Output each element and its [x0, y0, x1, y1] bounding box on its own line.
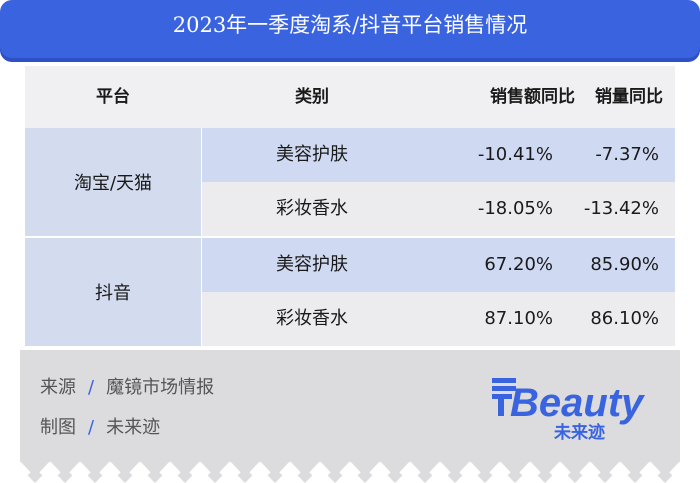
separator: / — [88, 377, 95, 398]
sales-yoy-cell: 87.10% — [484, 308, 553, 329]
volume-yoy-cell: -13.42% — [583, 198, 659, 219]
fbeauty-logo: Beauty 未来迹 — [492, 378, 645, 442]
table-row — [202, 292, 675, 346]
platform-cell-taobao: 淘宝/天猫 — [25, 128, 201, 236]
chart-credit-line: 制图 / 未来迹 — [40, 413, 160, 439]
platform-label: 抖音 — [95, 283, 131, 304]
category-cell: 彩妆香水 — [276, 308, 348, 329]
source-value: 魔镜市场情报 — [106, 377, 215, 398]
source-line: 来源 / 魔镜市场情报 — [40, 373, 214, 399]
zigzag-fill — [20, 455, 680, 477]
table-row — [202, 182, 675, 236]
header-category: 类别 — [295, 87, 329, 107]
sales-yoy-cell: 67.20% — [484, 254, 553, 275]
source-label: 来源 — [40, 377, 76, 398]
platform-cell-douyin: 抖音 — [25, 238, 201, 346]
sales-yoy-cell: -10.41% — [477, 144, 553, 165]
sales-yoy-cell: -18.05% — [477, 198, 553, 219]
chart-value: 未来迹 — [106, 417, 161, 438]
category-cell: 美容护肤 — [276, 144, 348, 165]
header-platform: 平台 — [96, 87, 130, 107]
header-volume-yoy: 销量同比 — [595, 87, 663, 107]
volume-yoy-cell: 85.90% — [590, 254, 659, 275]
platform-label: 淘宝/天猫 — [73, 173, 153, 194]
volume-yoy-cell: -7.37% — [595, 144, 659, 165]
table-header-row — [25, 66, 675, 128]
header-sales-yoy: 销售额同比 — [490, 87, 575, 107]
logo-word: Beauty — [510, 381, 645, 425]
category-cell: 彩妆香水 — [276, 198, 348, 219]
separator: / — [88, 417, 95, 438]
volume-yoy-cell: 86.10% — [590, 308, 659, 329]
chart-label: 制图 — [40, 417, 76, 438]
sales-table: 平台 类别 销售额同比 销量同比 淘宝/天猫 美容护肤 -10.41% -7.3… — [25, 66, 675, 346]
title-bar — [0, 0, 700, 58]
logo-tagline: 未来迹 — [553, 422, 605, 442]
page-title: 2023年一季度淘系/抖音平台销售情况 — [172, 13, 528, 37]
table-row — [202, 128, 675, 182]
table-row — [202, 238, 675, 292]
category-cell: 美容护肤 — [276, 254, 348, 275]
